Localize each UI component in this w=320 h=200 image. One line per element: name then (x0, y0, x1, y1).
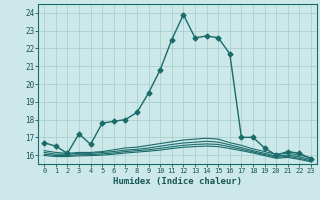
X-axis label: Humidex (Indice chaleur): Humidex (Indice chaleur) (113, 177, 242, 186)
